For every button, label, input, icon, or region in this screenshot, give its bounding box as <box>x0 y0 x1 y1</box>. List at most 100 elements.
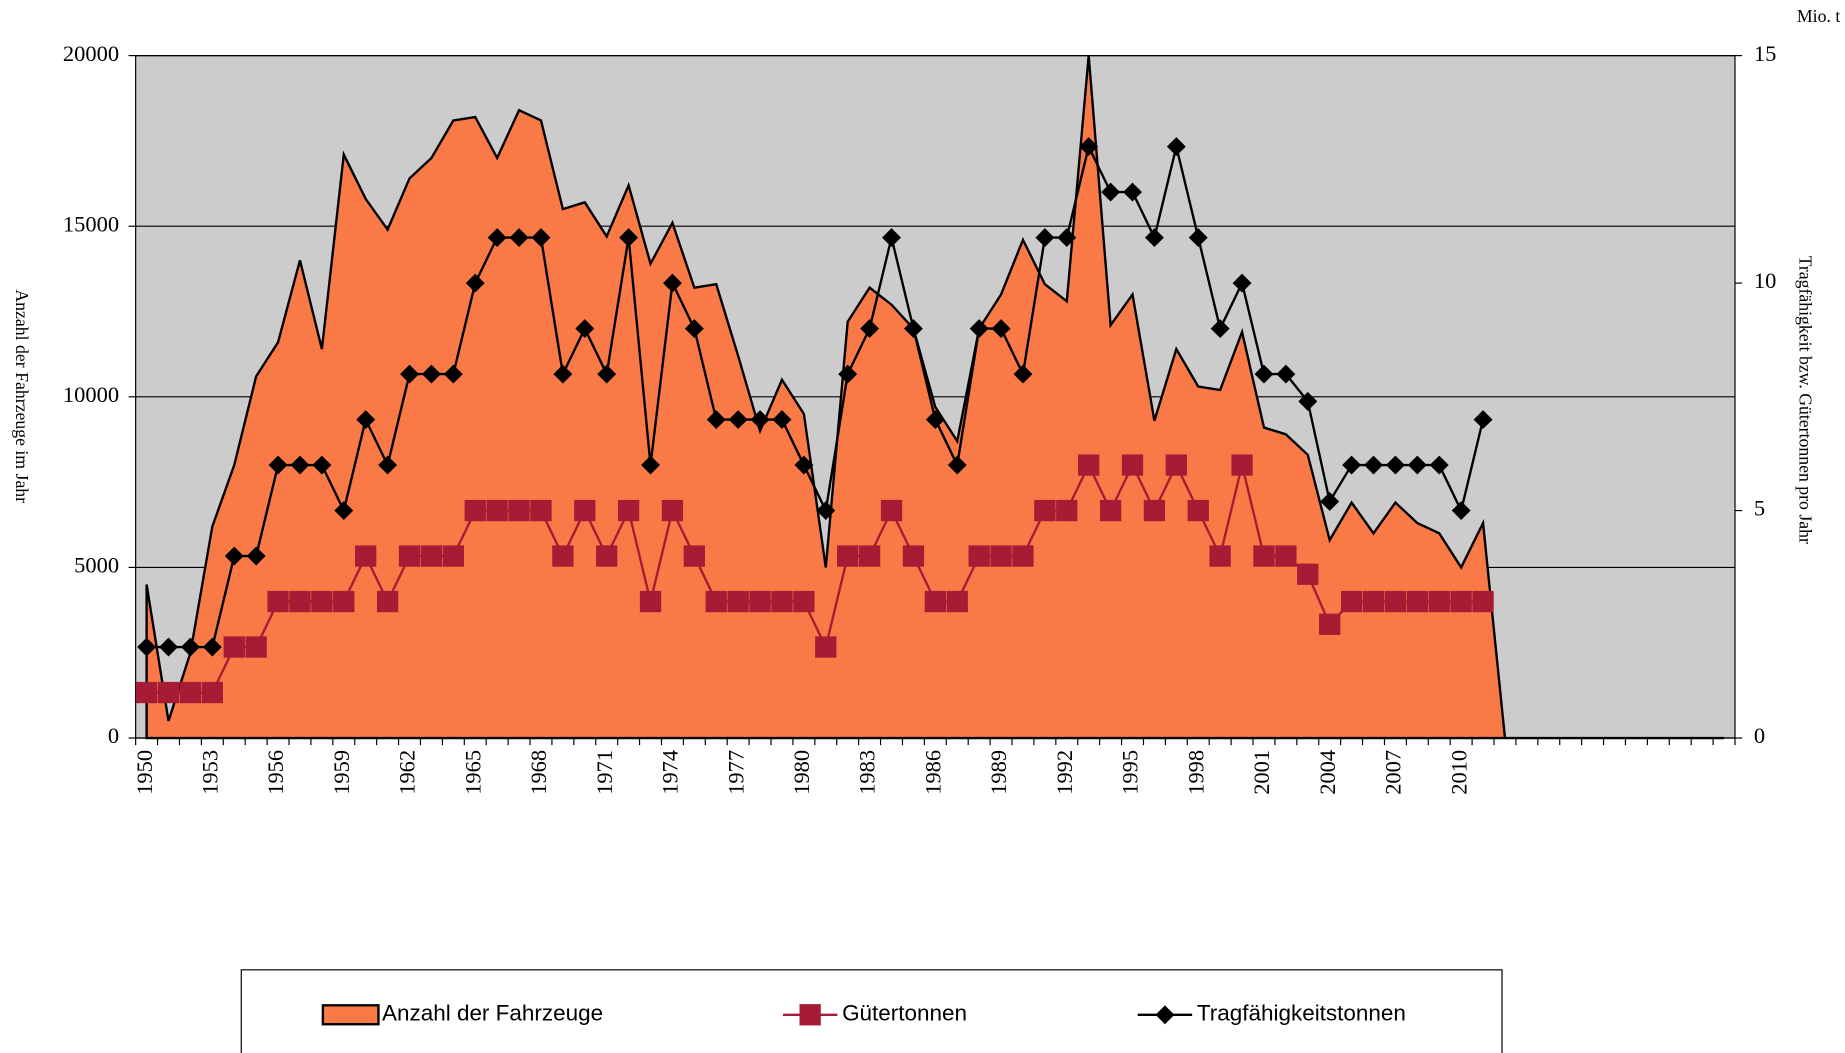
y-tick-label: 10000 <box>63 382 119 407</box>
marker <box>1099 499 1122 522</box>
marker <box>1012 545 1034 567</box>
marker <box>376 590 399 613</box>
x-tick-label: 1950 <box>132 750 157 795</box>
marker <box>1101 182 1121 202</box>
marker <box>486 499 508 522</box>
marker <box>1056 499 1078 522</box>
marker <box>1319 613 1341 635</box>
x-tick-label: 1998 <box>1183 750 1208 795</box>
marker <box>706 410 726 430</box>
marker <box>245 636 267 658</box>
x-tick-label: 2007 <box>1381 750 1406 795</box>
marker <box>355 545 377 567</box>
marker <box>531 228 551 248</box>
x-tick-label: 1968 <box>526 750 551 795</box>
marker <box>159 637 178 657</box>
legend-label: Gütertonnen <box>842 1001 967 1026</box>
marker <box>290 455 310 475</box>
marker <box>1253 545 1275 567</box>
marker <box>662 273 682 293</box>
marker <box>443 364 463 384</box>
marker <box>1472 590 1494 613</box>
x-tick-label: 1989 <box>986 750 1011 795</box>
marker <box>1013 364 1033 384</box>
marker <box>1034 499 1056 522</box>
marker <box>508 499 530 522</box>
y2-axis-label: Tragfähigkeit bzw. Gütertonnen pro Jahr <box>1796 256 1816 544</box>
marker <box>639 590 662 613</box>
marker <box>1429 455 1449 475</box>
x-tick-label: 2010 <box>1446 750 1471 795</box>
marker <box>268 455 288 475</box>
marker <box>378 455 398 475</box>
marker <box>1364 455 1383 475</box>
marker <box>991 319 1011 339</box>
marker <box>1428 590 1450 613</box>
legend-swatch <box>321 1004 380 1026</box>
y-tick-label: 20000 <box>63 41 119 66</box>
marker <box>772 410 792 430</box>
marker <box>880 499 903 522</box>
x-tick-label: 1971 <box>592 750 617 795</box>
marker <box>1188 228 1208 248</box>
x-tick-label: 1953 <box>197 750 222 795</box>
legend-box <box>240 969 1503 1053</box>
marker <box>464 499 486 522</box>
legend: Anzahl der Fahrzeuge Gütertonnen Tragfähig… <box>240 969 1503 1053</box>
marker <box>157 681 180 704</box>
x-tick-label: 1965 <box>460 750 485 795</box>
marker <box>771 590 793 613</box>
marker <box>990 545 1012 567</box>
marker <box>530 499 552 522</box>
legend-label: Anzahl der Fahrzeuge <box>382 1001 603 1026</box>
marker <box>683 545 705 567</box>
marker <box>202 637 222 657</box>
marker <box>1298 391 1318 411</box>
marker <box>137 637 157 657</box>
marker <box>224 546 244 566</box>
marker <box>1078 454 1100 476</box>
marker <box>1187 499 1209 522</box>
marker <box>750 410 770 430</box>
marker <box>793 590 815 613</box>
marker <box>442 545 464 567</box>
marker <box>799 1004 821 1026</box>
marker <box>311 590 333 613</box>
line <box>146 143 1485 649</box>
y-tick-label: 5000 <box>74 553 119 578</box>
marker <box>1340 590 1363 613</box>
marker <box>1384 590 1407 613</box>
marker <box>684 319 704 339</box>
marker <box>925 410 945 430</box>
marker <box>1123 182 1142 202</box>
marker <box>421 364 441 384</box>
marker <box>619 228 639 248</box>
marker <box>180 637 200 657</box>
x-tick-label: 2004 <box>1315 750 1340 795</box>
x-tick-label: 1995 <box>1118 750 1143 795</box>
marker <box>946 590 968 613</box>
marker <box>312 455 332 475</box>
x-tick-label: 1977 <box>723 750 748 795</box>
marker <box>1035 228 1055 248</box>
marker <box>509 228 529 248</box>
marker <box>179 681 202 704</box>
marker <box>1165 454 1187 476</box>
marker <box>420 545 443 567</box>
marker <box>400 364 419 384</box>
y-tick-label: 15000 <box>63 211 119 236</box>
marker <box>1155 1005 1175 1025</box>
marker <box>1320 491 1340 511</box>
x-tick-label: 1974 <box>658 750 683 795</box>
marker <box>1121 454 1144 476</box>
marker <box>816 501 836 521</box>
marker <box>968 545 990 567</box>
marker <box>661 499 684 522</box>
marker <box>575 319 595 339</box>
marker <box>1254 364 1274 384</box>
marker <box>903 319 923 339</box>
marker <box>356 410 376 430</box>
y2-tick-label: 5 <box>1754 496 1765 521</box>
marker <box>705 590 727 613</box>
